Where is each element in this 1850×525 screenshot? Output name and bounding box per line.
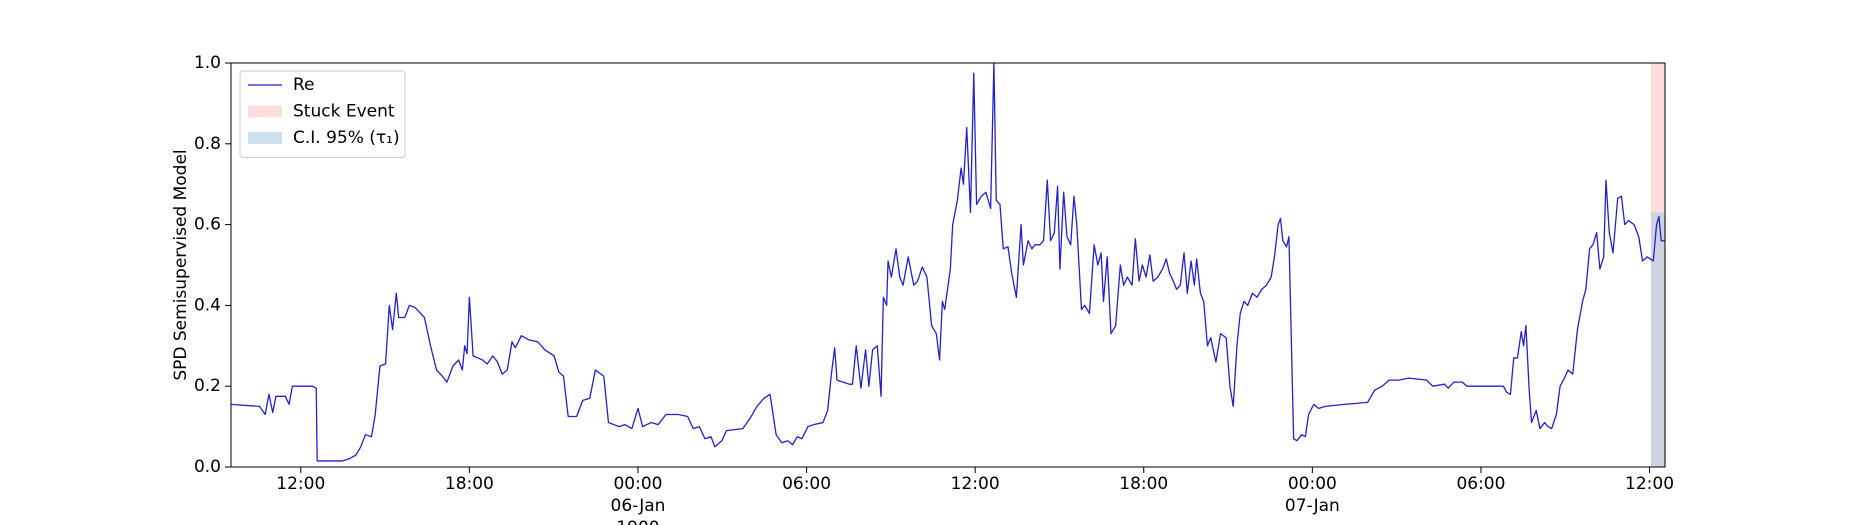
x-tick-label: 12:00 <box>276 474 325 494</box>
data-line <box>230 62 1665 462</box>
legend: Re Stuck Event C.I. 95% (τ₁) <box>239 70 406 158</box>
x-tick-label: 06:00 <box>782 474 831 494</box>
x-tick-label: 18:00 <box>1119 474 1168 494</box>
y-tick-label: 0.8 <box>194 134 221 154</box>
y-tick-label: 0.2 <box>194 376 221 396</box>
legend-label: C.I. 95% (τ₁) <box>293 128 400 148</box>
legend-patch <box>248 105 282 118</box>
legend-patch <box>248 132 282 144</box>
y-tick-label: 0.0 <box>194 457 221 477</box>
legend-label: Stuck Event <box>293 102 395 122</box>
plot-frame <box>230 62 1666 468</box>
legend-label: Re <box>293 75 315 95</box>
y-tick-label: 0.4 <box>194 295 221 315</box>
y-tick-label: 1.0 <box>194 53 221 73</box>
x-tick-label: 12:00 <box>1625 474 1674 494</box>
x-tick-label: 00:00 07-Jan <box>1285 474 1340 516</box>
confidence-band <box>1650 212 1665 467</box>
y-axis-label: SPD Semisupervised Model <box>171 149 191 380</box>
x-tick-label: 06:00 <box>1456 474 1505 494</box>
x-tick-label: 12:00 <box>951 474 1000 494</box>
y-tick-label: 0.6 <box>194 215 221 235</box>
x-tick-label: 18:00 <box>445 474 494 494</box>
